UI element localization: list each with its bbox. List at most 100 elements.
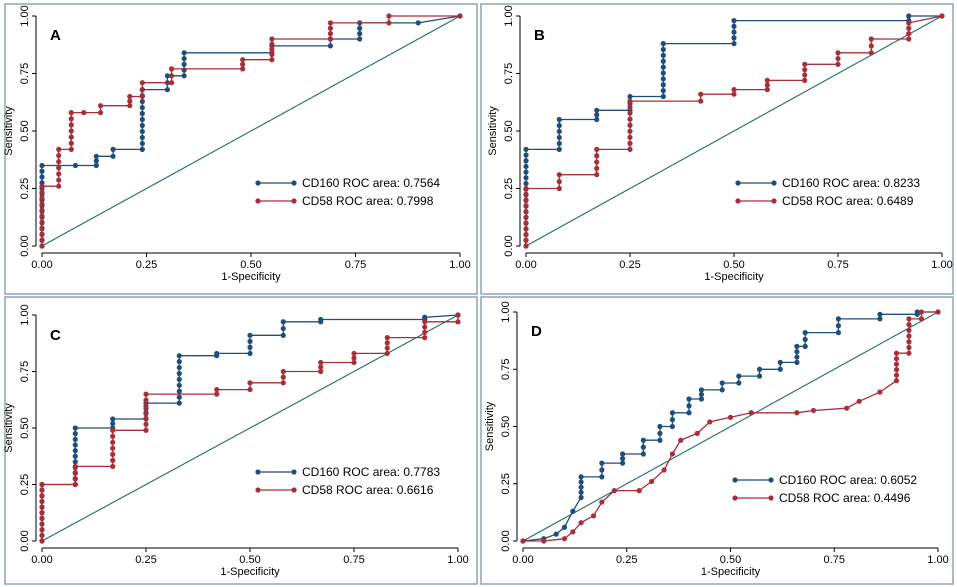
roc-point bbox=[56, 171, 62, 177]
roc-point bbox=[110, 445, 116, 451]
legend-label: CD58 ROC area: 0.6489 bbox=[782, 194, 914, 208]
roc-point bbox=[386, 20, 392, 26]
roc-point bbox=[56, 183, 62, 189]
roc-point bbox=[578, 474, 584, 480]
roc-point bbox=[627, 128, 633, 134]
roc-point bbox=[686, 396, 692, 402]
roc-point bbox=[39, 243, 45, 249]
roc-point bbox=[39, 162, 45, 169]
y-tick-label: 0.25 bbox=[19, 474, 31, 495]
roc-point bbox=[280, 332, 286, 338]
roc-point bbox=[357, 36, 363, 42]
roc-point bbox=[139, 104, 145, 111]
roc-point bbox=[127, 93, 133, 100]
legend-marker bbox=[768, 495, 774, 501]
roc-point bbox=[523, 237, 529, 243]
x-tick-label: 0.50 bbox=[723, 259, 744, 271]
roc-point bbox=[143, 391, 149, 397]
roc-point bbox=[93, 162, 99, 169]
y-tick-label: 0.00 bbox=[500, 530, 512, 551]
x-tick-label: 0.25 bbox=[136, 259, 157, 271]
roc-point bbox=[139, 98, 145, 105]
roc-point bbox=[384, 335, 390, 341]
roc-point bbox=[386, 13, 392, 19]
roc-point bbox=[523, 180, 529, 187]
roc-point bbox=[72, 448, 78, 454]
roc-point bbox=[906, 327, 912, 333]
x-tick-label: 0.25 bbox=[135, 554, 156, 566]
roc-point bbox=[599, 474, 605, 480]
series-cd58 bbox=[523, 13, 945, 249]
legend-item-cd160: CD160 ROC area: 0.7564 bbox=[255, 176, 440, 190]
roc-point bbox=[247, 380, 253, 386]
roc-point bbox=[110, 463, 116, 470]
roc-point bbox=[731, 18, 737, 24]
roc-curve-line bbox=[41, 315, 459, 541]
roc-point bbox=[214, 391, 220, 397]
roc-point bbox=[660, 52, 666, 58]
roc-point bbox=[39, 237, 45, 243]
roc-point bbox=[777, 366, 783, 372]
roc-point bbox=[384, 345, 390, 351]
roc-point bbox=[269, 41, 275, 47]
roc-point bbox=[877, 311, 883, 317]
roc-point bbox=[110, 457, 116, 463]
roc-point bbox=[523, 214, 529, 220]
roc-point bbox=[918, 309, 925, 315]
roc-point bbox=[918, 316, 925, 322]
roc-point bbox=[384, 350, 390, 357]
roc-point bbox=[794, 354, 800, 360]
roc-point bbox=[357, 25, 363, 31]
roc-point bbox=[906, 316, 912, 322]
roc-point bbox=[143, 403, 149, 409]
roc-point bbox=[627, 122, 633, 128]
roc-point bbox=[56, 152, 62, 159]
roc-point bbox=[68, 116, 74, 122]
roc-point bbox=[707, 419, 713, 425]
roc-point bbox=[669, 410, 676, 416]
roc-point bbox=[523, 243, 529, 249]
y-tick-label: 0.25 bbox=[500, 473, 512, 494]
panel-label: A bbox=[50, 27, 61, 44]
roc-point bbox=[669, 423, 676, 430]
roc-point bbox=[698, 91, 704, 97]
roc-point bbox=[556, 185, 562, 192]
roc-point bbox=[176, 382, 182, 388]
roc-point bbox=[764, 87, 770, 93]
legend-marker bbox=[291, 180, 297, 186]
roc-point bbox=[777, 359, 783, 365]
roc-point bbox=[139, 128, 145, 135]
roc-point bbox=[594, 159, 600, 165]
roc-point bbox=[868, 36, 874, 42]
series-cd58 bbox=[39, 13, 463, 249]
roc-point bbox=[694, 430, 700, 436]
roc-point bbox=[556, 122, 562, 129]
panel-label: B bbox=[534, 27, 545, 44]
x-tick-label: 0.75 bbox=[343, 554, 364, 566]
x-tick-label: 1.00 bbox=[931, 259, 952, 271]
roc-point bbox=[599, 499, 605, 505]
legend-item-cd58: CD58 ROC area: 0.6489 bbox=[735, 194, 914, 208]
roc-point bbox=[660, 58, 666, 64]
roc-point bbox=[556, 128, 562, 135]
roc-point bbox=[731, 35, 737, 41]
roc-point bbox=[640, 437, 646, 443]
roc-point bbox=[139, 110, 145, 117]
roc-point bbox=[247, 350, 253, 357]
roc-point bbox=[72, 475, 78, 482]
roc-point bbox=[599, 460, 605, 466]
roc-point bbox=[835, 323, 842, 329]
roc-point bbox=[914, 309, 920, 315]
legend-label: CD58 ROC area: 0.7998 bbox=[302, 194, 434, 208]
legend-marker bbox=[255, 487, 261, 493]
roc-point bbox=[72, 162, 79, 169]
roc-point bbox=[594, 112, 600, 118]
roc-point bbox=[541, 538, 547, 544]
legend-marker bbox=[771, 180, 777, 186]
roc-point bbox=[39, 207, 45, 213]
roc-point bbox=[351, 350, 357, 357]
roc-point bbox=[176, 400, 182, 406]
roc-point bbox=[794, 349, 800, 355]
x-tick-label: 0.50 bbox=[239, 554, 260, 566]
y-tick-label: 1.00 bbox=[500, 301, 512, 322]
